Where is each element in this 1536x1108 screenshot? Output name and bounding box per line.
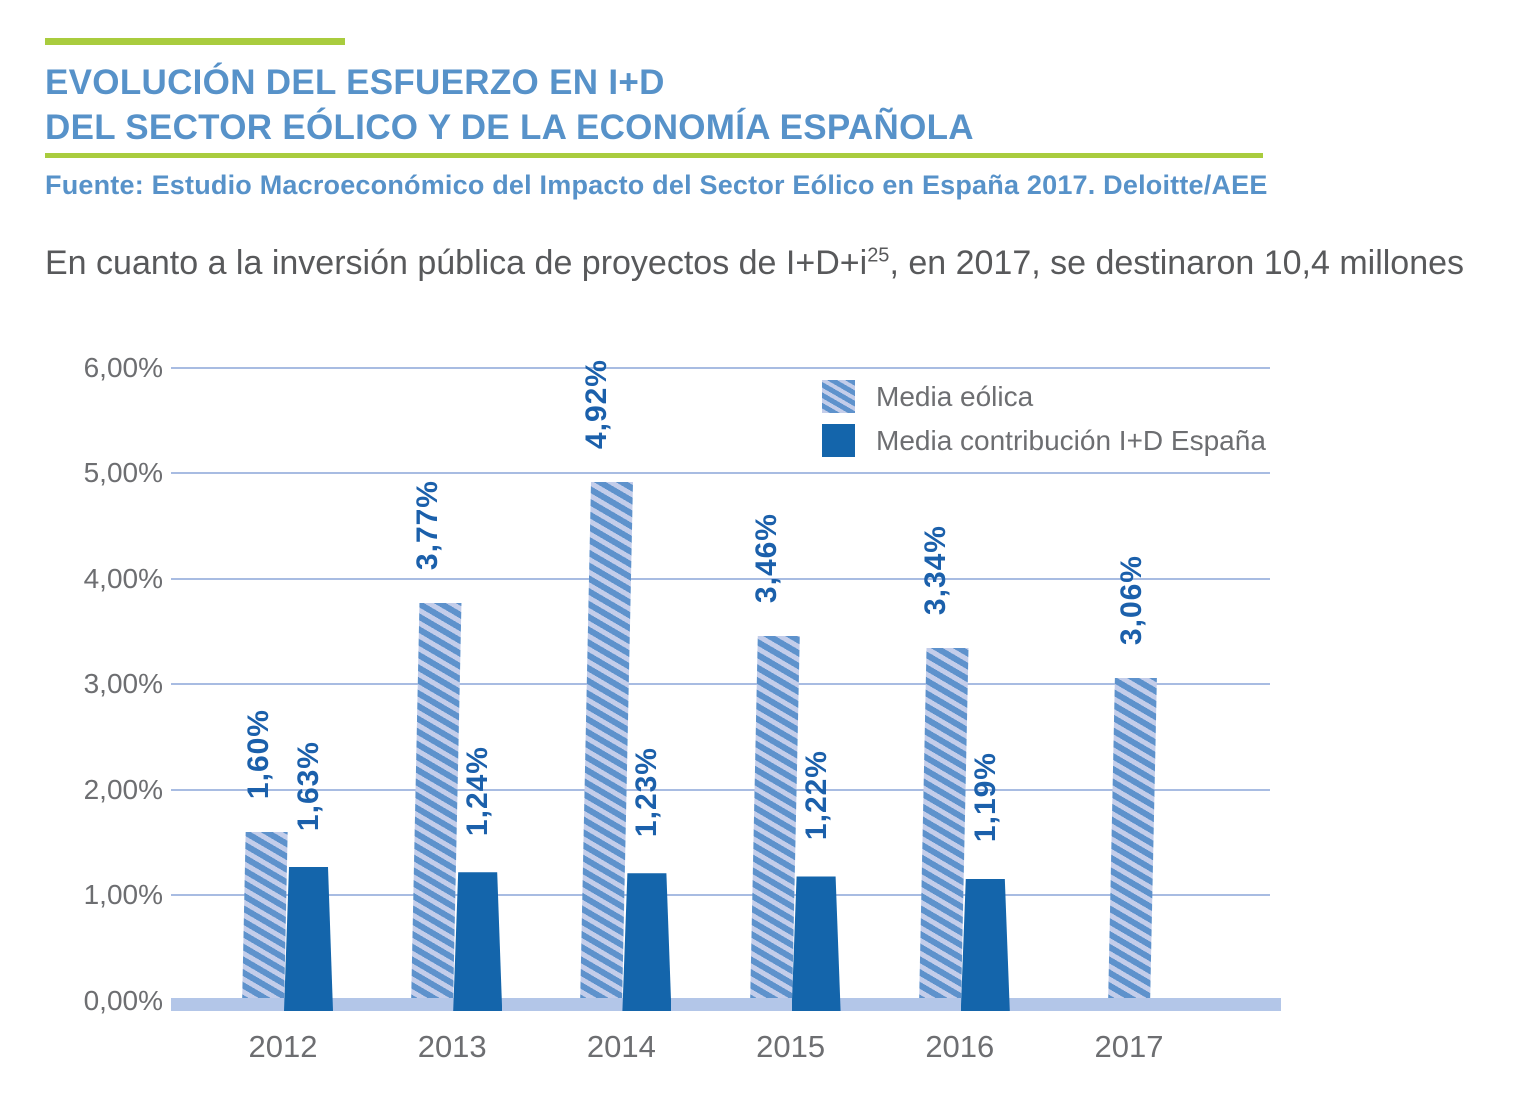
bar-label-media-eolica-2015: 3,46%	[749, 512, 783, 603]
bar-label-media-eolica-2017: 3,06%	[1115, 554, 1148, 646]
bar-label-media-contribucion-2014: 1,23%	[630, 747, 664, 838]
title-accent-rule-top	[45, 38, 345, 45]
bar-label-media-contribucion-2012: 1,63%	[292, 740, 325, 831]
bar-media-contribucion-2012	[284, 866, 333, 1011]
body-paragraph-text: En cuanto a la inversión pública de proy…	[45, 244, 868, 282]
bar-label-media-contribucion-2015: 1,22%	[799, 750, 833, 841]
x-axis-label-2015: 2015	[756, 1029, 826, 1064]
bar-media-contribucion-2014	[622, 873, 672, 1011]
bar-label-media-contribucion-2016: 1,19%	[968, 752, 1002, 843]
source-line: Fuente: Estudio Macroeconómico del Impac…	[45, 170, 1268, 200]
gridline-4pct	[171, 577, 1270, 580]
bar-label-media-eolica-2016: 3,34%	[918, 525, 952, 616]
bar-media-eolica-2017	[1108, 678, 1157, 1007]
y-axis-tick-label: 2,00%	[83, 773, 163, 805]
page-title: EVOLUCIÓN DEL ESFUERZO EN I+D DEL SECTOR…	[45, 60, 1325, 150]
y-axis-tick-label: 5,00%	[83, 457, 163, 489]
y-axis-tick-label: 1,00%	[83, 879, 163, 911]
gridline-6pct	[171, 366, 1270, 369]
x-axis-label-2017: 2017	[1094, 1029, 1164, 1064]
legend-swatch-media-contribucion	[822, 424, 855, 457]
legend-label-media-contribucion: Media contribución I+D España	[876, 425, 1266, 456]
y-axis-tick-label: 0,00%	[83, 985, 163, 1016]
page-title-line1: EVOLUCIÓN DEL ESFUERZO EN I+D	[45, 63, 665, 102]
bar-media-contribucion-2015	[791, 876, 841, 1011]
legend-swatch-media-eolica	[822, 380, 855, 413]
bar-media-eolica-2016	[918, 648, 969, 1007]
footnote-reference: 25	[867, 244, 890, 267]
bar-media-eolica-2012	[242, 832, 288, 1007]
bar-media-contribucion-2016	[960, 878, 1010, 1011]
x-axis-label-2012: 2012	[248, 1029, 318, 1064]
body-paragraph-text-cont: , en 2017, se destinaron 10,4 millones	[889, 244, 1465, 282]
bar-media-contribucion-2013	[453, 872, 503, 1011]
y-axis-tick-label: 4,00%	[83, 562, 163, 594]
bar-label-media-eolica-2013: 3,77%	[411, 480, 445, 571]
gridline-2pct	[171, 788, 1270, 791]
legend-label-media-eolica: Media eólica	[876, 381, 1034, 412]
bar-media-eolica-2015	[749, 635, 800, 1007]
title-accent-rule-bottom	[45, 153, 1263, 158]
x-axis-baseline	[171, 998, 1281, 1011]
y-axis-tick-label: 3,00%	[83, 668, 163, 700]
x-axis-label-2014: 2014	[586, 1029, 656, 1064]
x-axis-label-2016: 2016	[925, 1029, 995, 1064]
body-paragraph: En cuanto a la inversión pública de proy…	[45, 242, 1515, 284]
bar-label-media-eolica-2014: 4,92%	[580, 358, 614, 449]
gridline-5pct	[171, 472, 1270, 475]
y-axis-tick-label: 6,00%	[83, 351, 163, 383]
bar-label-media-eolica-2012: 1,60%	[242, 709, 275, 800]
page-title-line2: DEL SECTOR EÓLICO Y DE LA ECONOMÍA ESPAÑ…	[45, 108, 974, 147]
gridline-1pct	[171, 894, 1270, 897]
x-axis-label-2013: 2013	[417, 1029, 487, 1064]
gridline-3pct	[171, 683, 1270, 686]
bar-label-media-contribucion-2013: 1,24%	[461, 746, 495, 837]
bar-media-eolica-2013	[411, 603, 462, 1007]
